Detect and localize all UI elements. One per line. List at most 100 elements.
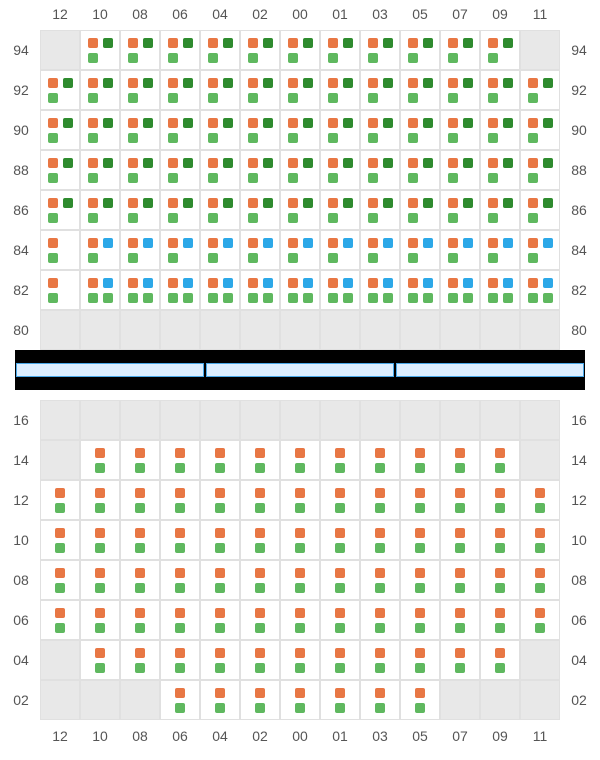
seat-icon[interactable]: [408, 53, 418, 63]
seat-icon[interactable]: [55, 488, 65, 498]
seat-icon[interactable]: [528, 118, 538, 128]
seat-icon[interactable]: [463, 238, 473, 248]
seat-icon[interactable]: [95, 583, 105, 593]
seat-icon[interactable]: [488, 118, 498, 128]
seat-cell[interactable]: [400, 560, 440, 600]
seat-cell[interactable]: [120, 230, 160, 270]
seat-cell[interactable]: [280, 270, 320, 310]
seat-icon[interactable]: [128, 93, 138, 103]
seat-icon[interactable]: [295, 663, 305, 673]
seat-icon[interactable]: [343, 158, 353, 168]
seat-cell[interactable]: [400, 190, 440, 230]
seat-icon[interactable]: [95, 663, 105, 673]
seat-cell[interactable]: [360, 560, 400, 600]
seat-icon[interactable]: [88, 118, 98, 128]
seat-icon[interactable]: [343, 278, 353, 288]
seat-icon[interactable]: [495, 463, 505, 473]
seat-icon[interactable]: [128, 118, 138, 128]
seat-icon[interactable]: [448, 213, 458, 223]
seat-icon[interactable]: [223, 238, 233, 248]
seat-icon[interactable]: [335, 488, 345, 498]
seat-icon[interactable]: [408, 278, 418, 288]
seat-icon[interactable]: [135, 543, 145, 553]
seat-icon[interactable]: [63, 78, 73, 88]
seat-icon[interactable]: [175, 623, 185, 633]
seat-icon[interactable]: [248, 238, 258, 248]
seat-icon[interactable]: [168, 78, 178, 88]
seat-icon[interactable]: [263, 38, 273, 48]
seat-icon[interactable]: [128, 38, 138, 48]
seat-icon[interactable]: [463, 38, 473, 48]
seat-cell[interactable]: [80, 520, 120, 560]
seat-cell[interactable]: [280, 560, 320, 600]
seat-icon[interactable]: [408, 293, 418, 303]
seat-cell[interactable]: [360, 680, 400, 720]
seat-icon[interactable]: [383, 293, 393, 303]
seat-icon[interactable]: [383, 118, 393, 128]
seat-cell[interactable]: [80, 230, 120, 270]
seat-cell[interactable]: [360, 70, 400, 110]
seat-icon[interactable]: [255, 583, 265, 593]
seat-icon[interactable]: [48, 133, 58, 143]
seat-icon[interactable]: [135, 648, 145, 658]
seat-icon[interactable]: [183, 198, 193, 208]
seat-cell[interactable]: [40, 480, 80, 520]
seat-icon[interactable]: [295, 568, 305, 578]
seat-icon[interactable]: [375, 608, 385, 618]
seat-icon[interactable]: [48, 293, 58, 303]
seat-icon[interactable]: [543, 158, 553, 168]
seat-icon[interactable]: [48, 93, 58, 103]
seat-icon[interactable]: [343, 198, 353, 208]
seat-icon[interactable]: [295, 583, 305, 593]
seat-icon[interactable]: [248, 118, 258, 128]
seat-cell[interactable]: [280, 640, 320, 680]
seat-icon[interactable]: [128, 173, 138, 183]
seat-icon[interactable]: [528, 93, 538, 103]
seat-cell[interactable]: [400, 70, 440, 110]
seat-icon[interactable]: [375, 448, 385, 458]
seat-icon[interactable]: [255, 623, 265, 633]
seat-cell[interactable]: [440, 560, 480, 600]
seat-icon[interactable]: [263, 238, 273, 248]
seat-icon[interactable]: [255, 543, 265, 553]
seat-icon[interactable]: [488, 173, 498, 183]
seat-icon[interactable]: [95, 503, 105, 513]
seat-cell[interactable]: [320, 230, 360, 270]
seat-icon[interactable]: [215, 663, 225, 673]
seat-icon[interactable]: [103, 38, 113, 48]
seat-icon[interactable]: [455, 488, 465, 498]
seat-icon[interactable]: [448, 78, 458, 88]
seat-icon[interactable]: [88, 253, 98, 263]
seat-icon[interactable]: [208, 93, 218, 103]
seat-icon[interactable]: [55, 623, 65, 633]
seat-icon[interactable]: [488, 293, 498, 303]
seat-icon[interactable]: [328, 213, 338, 223]
seat-icon[interactable]: [263, 198, 273, 208]
seat-icon[interactable]: [368, 93, 378, 103]
seat-icon[interactable]: [248, 93, 258, 103]
seat-icon[interactable]: [415, 688, 425, 698]
seat-icon[interactable]: [543, 293, 553, 303]
seat-icon[interactable]: [528, 78, 538, 88]
seat-icon[interactable]: [248, 213, 258, 223]
seat-icon[interactable]: [535, 608, 545, 618]
seat-icon[interactable]: [63, 158, 73, 168]
seat-cell[interactable]: [400, 440, 440, 480]
seat-icon[interactable]: [495, 623, 505, 633]
seat-cell[interactable]: [480, 270, 520, 310]
seat-icon[interactable]: [175, 703, 185, 713]
seat-cell[interactable]: [320, 640, 360, 680]
seat-cell[interactable]: [200, 190, 240, 230]
seat-icon[interactable]: [455, 608, 465, 618]
seat-icon[interactable]: [303, 38, 313, 48]
seat-icon[interactable]: [183, 78, 193, 88]
seat-icon[interactable]: [48, 118, 58, 128]
seat-cell[interactable]: [160, 150, 200, 190]
seat-cell[interactable]: [440, 480, 480, 520]
seat-cell[interactable]: [280, 520, 320, 560]
seat-cell[interactable]: [240, 600, 280, 640]
seat-icon[interactable]: [103, 198, 113, 208]
seat-icon[interactable]: [535, 568, 545, 578]
seat-icon[interactable]: [255, 703, 265, 713]
seat-icon[interactable]: [455, 568, 465, 578]
